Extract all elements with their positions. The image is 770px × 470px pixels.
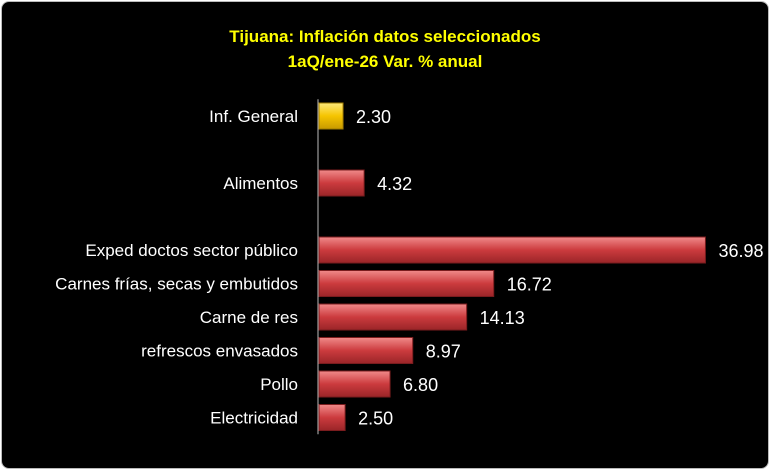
data-label: 16.72 bbox=[507, 275, 552, 295]
category-label: Carne de res bbox=[200, 308, 298, 327]
data-label: 36.98 bbox=[718, 241, 763, 261]
category-label: Pollo bbox=[260, 375, 298, 394]
category-label: Electricidad bbox=[210, 409, 298, 428]
bar bbox=[318, 236, 706, 264]
bar bbox=[318, 169, 365, 197]
data-label: 8.97 bbox=[426, 342, 461, 362]
data-label: 4.32 bbox=[377, 174, 412, 194]
data-label: 14.13 bbox=[480, 308, 525, 328]
bar bbox=[318, 102, 344, 130]
category-label: Alimentos bbox=[223, 174, 298, 193]
chart-subtitle: 1aQ/ene-26 Var. % anual bbox=[287, 52, 483, 71]
category-label: Carnes frías, secas y embutidos bbox=[55, 275, 298, 294]
chart-title-block: Tijuana: Inflación datos seleccionados 1… bbox=[2, 24, 768, 74]
bar bbox=[318, 303, 468, 331]
bar bbox=[318, 370, 391, 398]
data-label: 6.80 bbox=[403, 375, 438, 395]
data-label: 2.50 bbox=[358, 409, 393, 429]
bar bbox=[318, 270, 495, 297]
category-label: Exped doctos sector público bbox=[85, 241, 298, 260]
bar bbox=[318, 337, 414, 364]
category-label: refrescos envasados bbox=[141, 342, 298, 361]
category-label: Inf. General bbox=[209, 107, 298, 126]
chart-title: Tijuana: Inflación datos seleccionados bbox=[229, 27, 541, 46]
bar bbox=[318, 404, 346, 431]
data-label: 2.30 bbox=[356, 107, 391, 127]
